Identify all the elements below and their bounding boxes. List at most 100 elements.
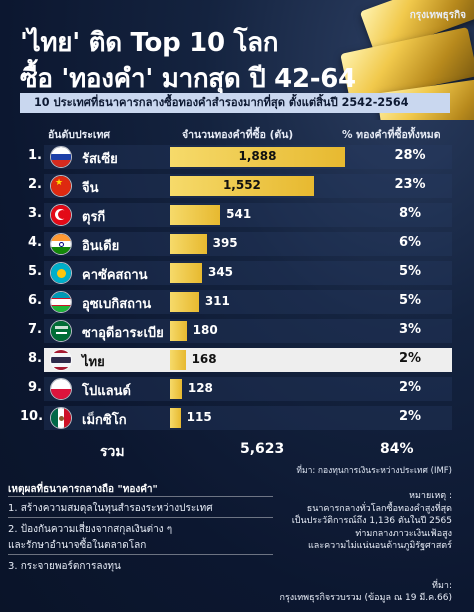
gold-amount-label: 395 (212, 236, 238, 250)
country-name: รัสเซีย (82, 152, 118, 167)
gold-amount-label: 1,552 (222, 178, 261, 192)
column-header-amount: จำนวนทองคำที่ซื้อ (ตัน) (182, 129, 294, 141)
brand-logo: กรุงเทพธุรกิจ (409, 10, 466, 21)
percent-share: 2% (398, 409, 422, 424)
percent-share: 3% (398, 322, 422, 337)
gold-amount-bar (170, 408, 181, 428)
percent-share: 2% (398, 380, 422, 395)
gold-amount-bar (170, 350, 186, 370)
gold-amount-bar (170, 321, 187, 341)
footer-source-label: ที่มา: (432, 581, 452, 591)
table-row: 2. ★ จีน 1,552 23% (20, 172, 452, 200)
reason-item: 3. กระจายพอร์ตการลงทุน (8, 561, 121, 572)
row-background (44, 203, 452, 227)
notes: หมายเหตุ : ธนาคารกลางทั่วโลกซื้อทองคำสูง… (252, 490, 452, 553)
column-header-percent: % ทองคำที่ซื้อทั้งหมด (342, 129, 441, 141)
percent-share: 5% (398, 293, 422, 308)
country-name: โปแลนด์ (82, 384, 131, 399)
india-flag-icon (50, 233, 72, 255)
mexico-flag-icon (50, 407, 72, 429)
rank-number: 8. (28, 351, 42, 366)
rank-number: 1. (28, 148, 42, 163)
row-background (44, 406, 452, 430)
note-line: เป็นประวัติการณ์ถึง 1,136 ตันในปี 2565 (291, 516, 452, 526)
country-name: ไทย (82, 355, 105, 370)
percent-share: 28% (394, 148, 426, 163)
table-row: 10. เม็กซิโก 115 2% (20, 404, 452, 432)
percent-share: 6% (398, 235, 422, 250)
table-row: 9. โปแลนด์ 128 2% (20, 375, 452, 403)
rank-number: 6. (28, 293, 42, 308)
country-name: เม็กซิโก (82, 413, 127, 428)
row-background (44, 348, 452, 372)
note-line: ท่ามกลางภาวะเงินเฟ้อสูง (355, 528, 452, 539)
table-row: 8. ไทย 168 2% (20, 346, 452, 374)
rank-number: 3. (28, 206, 42, 221)
row-background (44, 377, 452, 401)
country-name: ซาอุดีอาระเบีย (82, 326, 164, 341)
footer-credit: กรุงเทพธุรกิจรวบรวม (ข้อมูล ณ 19 มี.ค.66… (279, 593, 453, 603)
saudi-flag-icon (50, 320, 72, 342)
gold-amount-bar (170, 147, 345, 167)
percent-share: 5% (398, 264, 422, 279)
reason-item: และรักษาอำนาจซื้อในตลาดโลก (8, 540, 147, 551)
row-background (44, 261, 452, 285)
gold-amount-label: 541 (226, 207, 252, 221)
percent-share: 2% (398, 351, 422, 366)
kazakhstan-flag-icon (50, 262, 72, 284)
total-label: รวม (100, 444, 125, 460)
title-line-2: ซื้อ 'ทองคำ' มากสุด ปี 42-64 (20, 64, 356, 94)
title-line-1: 'ไทย' ติด Top 10 โลก (20, 28, 279, 58)
percent-share: 8% (398, 206, 422, 221)
gold-amount-label: 180 (192, 323, 218, 337)
gold-amount-label: 168 (191, 352, 217, 366)
total-percent: 84% (380, 441, 414, 457)
row-background (44, 232, 452, 256)
country-name: คาซัคสถาน (82, 268, 148, 283)
gold-amount-label: 128 (187, 381, 213, 395)
country-name: อินเดีย (82, 239, 120, 254)
table-row: 5. คาซัคสถาน 345 5% (20, 259, 452, 287)
reason-item: 1. สร้างความสมดุลในทุนสำรองระหว่างประเทศ (8, 503, 213, 514)
gold-amount-label: 115 (186, 410, 212, 424)
country-name: อุซเบกิสถาน (82, 297, 152, 312)
column-header-country: อันดับประเทศ (48, 129, 111, 141)
note-title: หมายเหตุ : (409, 491, 452, 501)
rank-number: 9. (28, 380, 42, 395)
gold-amount-bar (170, 263, 202, 283)
gold-amount-label: 345 (207, 265, 234, 279)
gold-amount-bar (170, 234, 207, 254)
row-background (44, 290, 452, 314)
thailand-flag-icon (50, 349, 72, 371)
gold-amount-label: 1,888 (238, 149, 277, 163)
gold-amount-bar (170, 176, 314, 196)
table-row: 4. อินเดีย 395 6% (20, 230, 452, 258)
gold-amount-bar (170, 379, 182, 399)
divider (8, 517, 273, 518)
percent-share: 23% (394, 177, 426, 192)
china-flag-icon: ★ (50, 175, 72, 197)
total-value: 5,623 (240, 441, 285, 457)
note-line: และความไม่แน่นอนด้านภูมิรัฐศาสตร์ (308, 541, 452, 551)
country-name: ตุรกี (82, 210, 106, 225)
rank-number: 7. (28, 322, 42, 337)
table-row: 3. ตุรกี 541 8% (20, 201, 452, 229)
note-line: ธนาคารกลางทั่วโลกซื้อทองคำสูงที่สุด (306, 503, 452, 514)
row-background (44, 319, 452, 343)
country-name: จีน (82, 181, 99, 196)
table-row: 6. อุซเบกิสถาน 311 5% (20, 288, 452, 316)
gold-amount-label: 311 (204, 294, 230, 308)
table-row: 1. รัสเซีย 1,888 28% (20, 143, 452, 171)
subtitle: 10 ประเทศที่ธนาคารกลางซื้อทองคำสำรองมากท… (20, 93, 450, 113)
rank-number: 10. (20, 409, 44, 424)
reason-item: 2. ป้องกันความเสี่ยงจากสกุลเงินต่าง ๆ (8, 524, 173, 535)
source-note: ที่มา: กองทุนการเงินระหว่างประเทศ (IMF) (296, 466, 452, 476)
turkey-flag-icon (50, 204, 72, 226)
reasons-title: เหตุผลที่ธนาคารกลางถือ "ทองคำ" (8, 484, 158, 495)
divider (8, 554, 273, 555)
gold-amount-bar (170, 292, 199, 312)
uzbekistan-flag-icon (50, 291, 72, 313)
gold-amount-bar (170, 205, 221, 225)
poland-flag-icon (50, 378, 72, 400)
